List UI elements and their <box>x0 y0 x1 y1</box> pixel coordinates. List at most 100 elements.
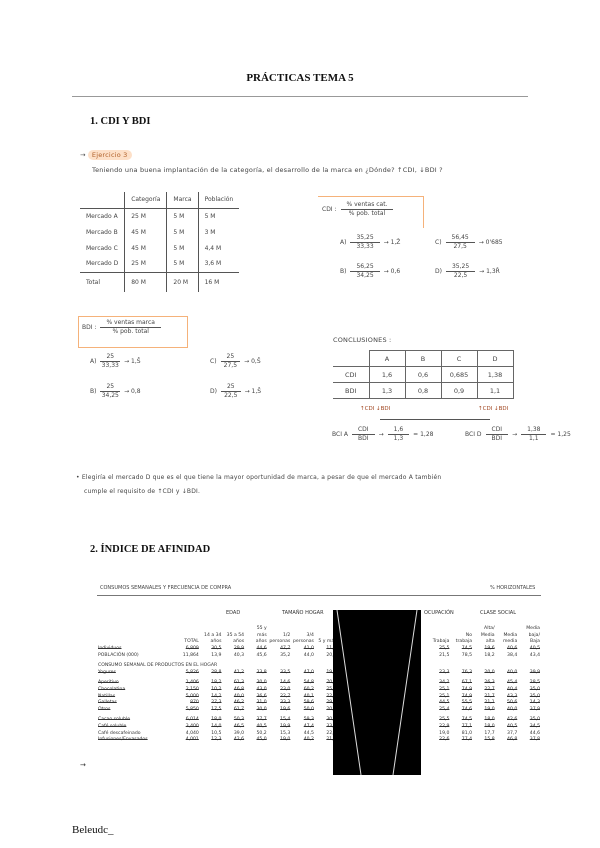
calc-b: B) 25 34,25 → 0,8 <box>90 383 141 399</box>
row-label: Café descafeinado <box>98 730 141 736</box>
bdi-formula: BDI :% ventas marca% pob. total <box>82 319 161 335</box>
table-cell: 40,0 <box>233 693 245 699</box>
table-cell: 20,7 <box>326 706 337 712</box>
table-cell: BDI <box>333 382 370 399</box>
table-cell: 45 M <box>124 240 167 256</box>
table-cell: 5 M <box>166 224 199 240</box>
table-cell: 59,3 <box>303 717 314 723</box>
table-row: BDI 1,3 0,8 0,9 1,1 <box>333 382 514 399</box>
table-cell: 0,685 <box>440 366 478 383</box>
table-cell: 28,8 <box>211 669 222 675</box>
table-cell: 39,0 <box>233 730 245 736</box>
table-cell: 41,2 <box>233 669 245 675</box>
table-cell: 37,7 <box>256 717 267 723</box>
table-row: Otros 5,850 17,5 61,7 30,0 19,6 50,0 20,7 25,4 74… <box>97 707 541 714</box>
cdi-bdi-table: A B C D CDI 1,6 0,6 0,685 1,38 BDI 1,3 0,8 0,9 1,1 <box>333 350 514 399</box>
table-cell: 25 M <box>124 256 167 272</box>
table-cell: 40,5 <box>529 646 540 651</box>
table-cell: 46,8 <box>507 737 518 743</box>
table-cell: 26,3 <box>484 680 495 686</box>
table-cell: 5,000 <box>185 693 199 699</box>
table-cell: Total <box>80 271 125 292</box>
column-header: 1/2 personas <box>269 632 291 645</box>
header-cell: Marca <box>166 192 199 209</box>
table-cell: 19,0 <box>484 706 495 712</box>
title-rule <box>72 96 528 97</box>
table-cell: 50,0 <box>303 706 314 712</box>
arrow-marker: → <box>80 761 86 769</box>
table-cell: 25,1 <box>439 693 450 699</box>
table-cell: 44,6 <box>256 646 267 651</box>
table-cell: CDI <box>333 366 370 383</box>
redacted-block <box>333 610 421 775</box>
scan-title: CONSUMOS SEMANALES Y FRECUENCIA DE COMPR… <box>100 585 232 591</box>
row-label: Yogures <box>98 669 116 675</box>
table-cell: 50,6 <box>507 700 518 706</box>
table-cell: 3,400 <box>185 723 199 729</box>
table-cell: 33,0 <box>326 723 337 729</box>
table-cell: 40,5 <box>256 723 267 729</box>
table-cell: 40,0 <box>507 669 518 675</box>
table-cell: 19,6 <box>484 646 495 651</box>
table-cell: 6,809 <box>185 646 199 651</box>
calc-c: C) 56,45 27,5 → 0'685 <box>435 234 503 250</box>
table-cell: 81,0 <box>461 730 473 736</box>
header-cell <box>80 192 125 209</box>
table-cell: 30,2 <box>326 717 337 723</box>
table-cell: 17,7 <box>484 730 495 736</box>
table-cell: 47,4 <box>303 723 314 729</box>
column-header: Media baja/ Baja <box>526 626 540 645</box>
table-cell: Mercado D <box>86 260 119 268</box>
column-header: 3/4 personas <box>292 632 314 645</box>
table-cell: 30,0 <box>256 706 267 712</box>
table-cell: 45,0 <box>256 737 267 743</box>
group-hogar: TAMAÑO HOGAR <box>282 610 324 616</box>
table-cell: 36,6 <box>256 693 267 699</box>
calc-d: D) 25 22,5 → 1,Ŝ <box>210 383 262 399</box>
table-header: Categoría Marca Población <box>80 192 240 209</box>
scan-right-label: % HORIZONTALES <box>490 585 536 591</box>
header-cell <box>333 350 370 367</box>
scan-rule <box>97 595 541 596</box>
table-cell: 29,3 <box>326 700 337 706</box>
table-cell: 39,9 <box>529 669 540 675</box>
page-title: PRÁCTICAS TEMA 5 <box>246 72 354 84</box>
table-header: TOTAL 14 a 34 años 35 a 54 años 55 y más añ… <box>97 620 541 646</box>
ratio-d: BCI D CDI BDI → 1,38 1,1 = 1,25 <box>465 426 571 442</box>
table-cell: 4,040 <box>185 730 199 736</box>
table-row: Chocolatina 2,150 10,2 46,8 43,0 23,0 60,2 25,1… <box>97 687 541 694</box>
table-cell: 43,3 <box>507 693 518 699</box>
table-cell: 74,9 <box>461 693 473 699</box>
table-cell: 5 M <box>166 208 199 224</box>
table-cell: 14,6 <box>280 680 291 686</box>
table-cell: 40,3 <box>233 652 245 658</box>
table-cell: 18,0 <box>484 717 495 723</box>
calc-b: B) 56,25 34,25 → 0,6 <box>340 263 401 279</box>
table-cell: 5,850 <box>185 706 199 712</box>
calc-a: A) 25 33,33 → 1,Ŝ <box>90 353 141 369</box>
divider <box>380 419 490 420</box>
table-cell: 35,2 <box>280 652 291 658</box>
table-cell: 25,5 <box>439 646 450 651</box>
table-cell: 20 M <box>166 271 199 292</box>
table-cell: 35,0 <box>529 717 540 723</box>
header-cell: A <box>368 350 406 367</box>
table-cell: 33,8 <box>256 669 267 675</box>
table-cell: 1,406 <box>185 680 199 686</box>
table-cell: 14,2 <box>211 693 222 699</box>
table-cell: 23,3 <box>439 669 450 675</box>
table-cell: 25,1 <box>326 686 337 692</box>
table-cell: 45 M <box>124 224 167 240</box>
column-header: 55 y más años <box>255 626 267 645</box>
table-cell: 4,4 M <box>197 240 240 256</box>
table-cell: 77,4 <box>461 737 473 743</box>
table-cell: Mercado B <box>86 228 118 236</box>
table-cell: 77,1 <box>461 723 473 729</box>
table-cell: 20,8 <box>326 652 337 658</box>
table-cell: 10,5 <box>211 730 222 736</box>
row-label: Chocolatina <box>98 686 126 692</box>
table-cell: 18,0 <box>211 717 222 723</box>
table-cell: 43,4 <box>529 652 540 658</box>
